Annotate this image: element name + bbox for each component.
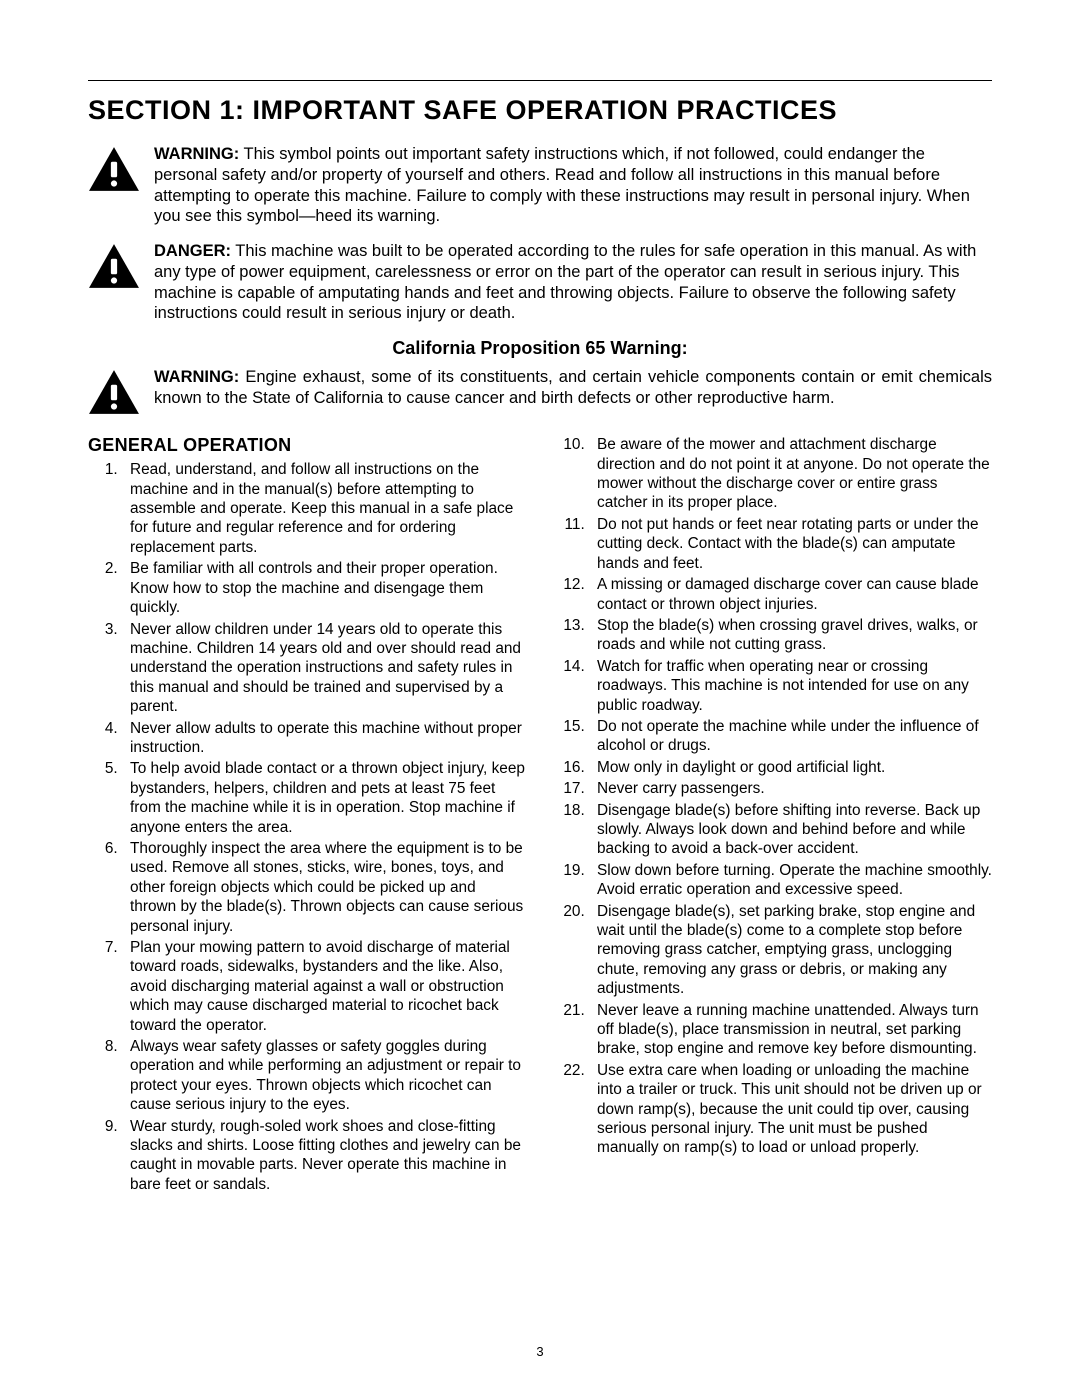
ca-warning-body: WARNING: Engine exhaust, some of its con… bbox=[154, 367, 992, 409]
rule-item: Do not operate the machine while under t… bbox=[589, 717, 992, 756]
rule-item: Be familiar with all controls and their … bbox=[122, 559, 525, 617]
rule-item: Never allow children under 14 years old … bbox=[122, 620, 525, 717]
page-number: 3 bbox=[0, 1344, 1080, 1359]
section-title: SECTION 1: IMPORTANT SAFE OPERATION PRAC… bbox=[88, 95, 992, 126]
danger-text: This machine was built to be operated ac… bbox=[154, 242, 976, 322]
rule-item: Plan your mowing pattern to avoid discha… bbox=[122, 938, 525, 1035]
warning-label: WARNING: bbox=[154, 145, 239, 163]
rule-item: Disengage blade(s), set parking brake, s… bbox=[589, 902, 992, 999]
rule-item: Thoroughly inspect the area where the eq… bbox=[122, 839, 525, 936]
top-rule bbox=[88, 80, 992, 81]
rule-item: Never leave a running machine unattended… bbox=[589, 1001, 992, 1059]
rules-columns: GENERAL OPERATION Read, understand, and … bbox=[88, 435, 992, 1194]
general-operation-heading: GENERAL OPERATION bbox=[88, 435, 525, 456]
rule-item: Watch for traffic when operating near or… bbox=[589, 657, 992, 715]
california-heading: California Proposition 65 Warning: bbox=[88, 338, 992, 359]
rule-item: Use extra care when loading or unloading… bbox=[589, 1061, 992, 1158]
ca-warning-text: Engine exhaust, some of its constituents… bbox=[154, 368, 992, 407]
rule-item: To help avoid blade contact or a thrown … bbox=[122, 759, 525, 837]
ca-warning-block: WARNING: Engine exhaust, some of its con… bbox=[88, 367, 992, 421]
danger-body: DANGER: This machine was built to be ope… bbox=[154, 241, 992, 324]
rule-item: Do not put hands or feet near rotating p… bbox=[589, 515, 992, 573]
rule-item: Be aware of the mower and attachment dis… bbox=[589, 435, 992, 513]
rule-item: Never allow adults to operate this machi… bbox=[122, 719, 525, 758]
ca-warning-label: WARNING: bbox=[154, 368, 239, 386]
rule-item: Never carry passengers. bbox=[589, 779, 992, 798]
danger-block: DANGER: This machine was built to be ope… bbox=[88, 241, 992, 324]
rule-item: Slow down before turning. Operate the ma… bbox=[589, 861, 992, 900]
danger-label: DANGER: bbox=[154, 242, 231, 260]
rule-item: Read, understand, and follow all instruc… bbox=[122, 460, 525, 557]
warning-triangle-icon bbox=[88, 369, 140, 421]
rule-item: Disengage blade(s) before shifting into … bbox=[589, 801, 992, 859]
warning-triangle-icon bbox=[88, 146, 140, 198]
rule-item: Always wear safety glasses or safety gog… bbox=[122, 1037, 525, 1115]
rule-item: A missing or damaged discharge cover can… bbox=[589, 575, 992, 614]
document-page: SECTION 1: IMPORTANT SAFE OPERATION PRAC… bbox=[0, 0, 1080, 1397]
rules-list: Read, understand, and follow all instruc… bbox=[88, 435, 992, 1194]
warning-block: WARNING: This symbol points out importan… bbox=[88, 144, 992, 227]
warning-triangle-icon bbox=[88, 243, 140, 295]
rule-item: Mow only in daylight or good artificial … bbox=[589, 758, 992, 777]
warning-text: This symbol points out important safety … bbox=[154, 145, 970, 225]
warning-body: WARNING: This symbol points out importan… bbox=[154, 144, 992, 227]
rule-item: Stop the blade(s) when crossing gravel d… bbox=[589, 616, 992, 655]
rule-item: Wear sturdy, rough-soled work shoes and … bbox=[122, 1117, 525, 1195]
